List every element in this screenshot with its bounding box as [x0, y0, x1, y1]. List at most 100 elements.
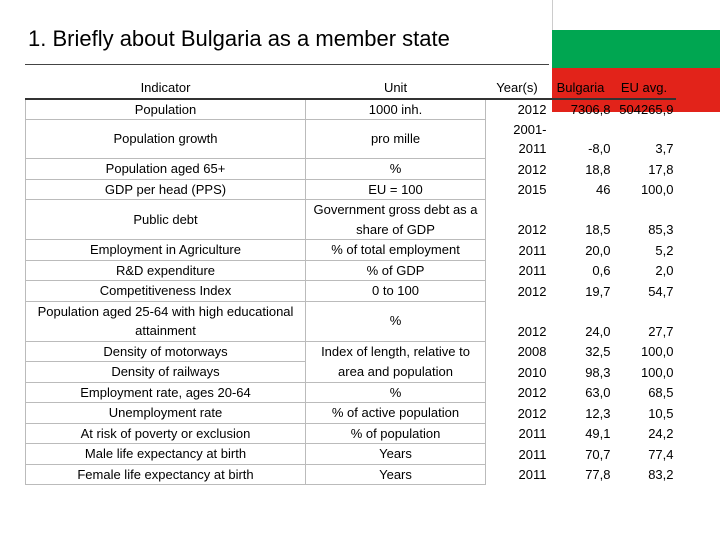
- bulgaria-cell: 24,0: [585, 323, 611, 339]
- year-cell: 2011: [518, 242, 547, 258]
- table-row: Population 1000 inh. 2012 7306,8 504265,9: [25, 98, 676, 120]
- eu-cell: 2,0: [655, 263, 674, 278]
- year-cell: 2012: [517, 385, 547, 400]
- table-row: Employment in Agriculture% of total empl…: [25, 239, 676, 261]
- table-row: Public debt Government gross debt as a sh…: [25, 199, 676, 240]
- indicator-cell: Employment rate, ages 20-64: [25, 381, 306, 403]
- indicator-cell: Public debt: [25, 199, 306, 240]
- table-row: Employment rate, ages 20-64% 2012 63,0 68,5: [25, 381, 676, 403]
- indicator-cell: Population growth: [25, 119, 306, 159]
- column-header: Indicator: [25, 78, 306, 100]
- table-row: Male life expectancy at birth Years 2011 70…: [25, 443, 676, 465]
- indicator-cell: Density of railways: [25, 361, 306, 383]
- bulgaria-cell: 77,8: [585, 467, 611, 482]
- year-cell: 2012: [517, 222, 547, 237]
- column-header: Bulgaria: [548, 78, 613, 100]
- eu-cell: 504265,9: [619, 102, 674, 117]
- year-cell: 2012: [517, 323, 547, 339]
- eu-cell: 17,8: [648, 161, 674, 177]
- year-cell: 2011: [518, 446, 547, 462]
- table-row: Competitiveness Index 0 to 100 2012 19,7 54,…: [25, 280, 676, 302]
- indicator-cell: Competitiveness Index: [25, 280, 306, 302]
- unit-cell: 1000 inh.: [305, 98, 486, 120]
- flag: [552, 0, 720, 112]
- unit-cell: Government gross debt as a share of GDP: [305, 199, 486, 240]
- eu-cell: 83,2: [648, 467, 674, 482]
- bulgaria-cell: 18,5: [585, 222, 611, 237]
- eu-cell: 77,4: [648, 446, 674, 462]
- indicator-cell: Unemployment rate: [25, 402, 306, 424]
- table-row: Density of motorways Index of length, rel…: [25, 340, 676, 383]
- indicator-cell: Employment in Agriculture: [25, 239, 306, 261]
- table-body: Population 1000 inh. 2012 7306,8 504265,9 Pop…: [25, 98, 676, 485]
- bulgaria-cell: 46: [596, 182, 611, 197]
- indicator-cell: Female life expectancy at birth: [25, 463, 306, 485]
- flag-white: [552, 0, 720, 30]
- bulgaria-cell: 18,8: [585, 161, 611, 177]
- eu-cell: 100,0: [640, 182, 674, 197]
- bulgaria-cell: 63,0: [585, 385, 611, 400]
- bulgaria-cell: 20,0: [585, 242, 611, 258]
- unit-cell: Index of length, relative to area and po…: [305, 340, 486, 383]
- year-cell: 2012: [517, 102, 547, 117]
- bulgaria-cell: 12,3: [585, 405, 611, 421]
- column-header: Year(s): [485, 78, 549, 100]
- bulgaria-cell: 98,3: [585, 364, 611, 380]
- year-cell: 2001-2011: [513, 121, 547, 157]
- column-header: EU avg.: [612, 78, 676, 100]
- eu-cell: 27,7: [648, 323, 674, 339]
- unit-cell: Years: [305, 463, 486, 485]
- unit-cell: %: [305, 158, 486, 180]
- bulgaria-cell: 32,5: [585, 344, 611, 359]
- table-row: Population growth pro mille 2001-2011 -8,0 3…: [25, 119, 676, 159]
- unit-cell: Years: [305, 443, 486, 465]
- column-header: Unit: [305, 78, 486, 100]
- unit-cell: % of total employment: [305, 239, 486, 261]
- year-cell: 2011: [518, 263, 547, 278]
- indicator-cell: Population aged 25-64 with high educatio…: [25, 300, 306, 342]
- eu-cell: 85,3: [648, 222, 674, 237]
- unit-cell: pro mille: [305, 119, 486, 159]
- indicator-cell: Density of motorways: [25, 340, 306, 362]
- unit-cell: % of active population: [305, 402, 486, 424]
- unit-cell: % of GDP: [305, 259, 486, 281]
- slide-title: 1. Briefly about Bulgaria as a member st…: [28, 26, 450, 51]
- year-cell: 2012: [517, 161, 547, 177]
- year-cell: 2012: [517, 405, 547, 421]
- bulgaria-cell: 0,6: [592, 263, 611, 278]
- indicator-cell: R&D expenditure: [25, 259, 306, 281]
- year-cell: 2010: [517, 364, 547, 380]
- indicator-cell: At risk of poverty or exclusion: [25, 422, 306, 444]
- unit-cell: EU = 100: [305, 178, 486, 200]
- unit-cell: %: [305, 381, 486, 403]
- table-row: Unemployment rate% of active population 2…: [25, 402, 676, 424]
- year-cell: 2011: [518, 426, 547, 441]
- year-cell: 2008: [517, 344, 547, 359]
- eu-cell: 100,0: [640, 364, 674, 380]
- table-row: Female life expectancy at birth Years 2011…: [25, 463, 676, 485]
- bulgaria-cell: 49,1: [585, 426, 611, 441]
- bulgaria-cell: 7306,8: [570, 102, 611, 117]
- unit-cell: %: [305, 300, 486, 342]
- eu-cell: 5,2: [655, 242, 674, 258]
- unit-cell: 0 to 100: [305, 280, 486, 302]
- bulgaria-cell: -8,0: [588, 141, 611, 156]
- year-cell: 2011: [518, 467, 547, 482]
- year-cell: 2012: [517, 283, 547, 299]
- table-row: GDP per head (PPS) EU = 100 2015 46 100,0: [25, 178, 676, 200]
- flag-green: [552, 30, 720, 68]
- indicator-cell: Male life expectancy at birth: [25, 443, 306, 465]
- indicator-cell: Population aged 65+: [25, 158, 306, 180]
- table-row: Population aged 65+% 2012 18,8 17,8: [25, 158, 676, 180]
- indicator-table: Indicator Unit Year(s) Bulgaria EU avg. Popu…: [25, 78, 676, 485]
- year-cell: 2015: [517, 182, 547, 197]
- unit-cell: % of population: [305, 422, 486, 444]
- eu-cell: 54,7: [648, 283, 674, 299]
- bulgaria-cell: 19,7: [585, 283, 611, 299]
- table-row: Population aged 25-64 with high educatio…: [25, 300, 676, 342]
- eu-cell: 24,2: [648, 426, 674, 441]
- bulgaria-cell: 70,7: [585, 446, 611, 462]
- eu-cell: 100,0: [640, 344, 674, 359]
- table-row: R&D expenditure% of GDP 2011 0,6 2,0: [25, 259, 676, 281]
